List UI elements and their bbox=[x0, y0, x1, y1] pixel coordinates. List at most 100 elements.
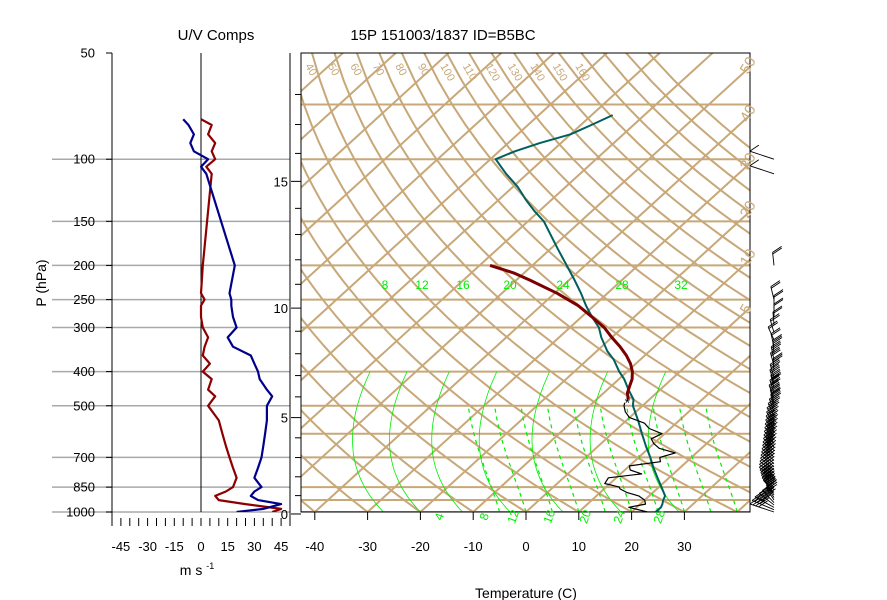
barb-feather bbox=[770, 340, 781, 348]
barb-feather bbox=[749, 144, 760, 152]
isotherm bbox=[578, 354, 750, 512]
wind-barb bbox=[772, 305, 783, 325]
mixing-ratio-line bbox=[431, 371, 463, 512]
pressure-tick-label: 700 bbox=[73, 450, 95, 465]
wind-barb bbox=[772, 352, 783, 372]
barb-feather bbox=[772, 246, 782, 253]
pressure-tick-label: 400 bbox=[73, 364, 95, 379]
profile-dewpoint bbox=[604, 402, 676, 512]
barb-feather bbox=[769, 313, 780, 321]
skewt-chart-title: 15P 151003/1837 ID=B5BC bbox=[350, 27, 535, 44]
pressure-tick-label: 500 bbox=[73, 398, 95, 413]
dry-adiabat-label: 90 bbox=[415, 62, 432, 79]
barb-feather bbox=[771, 373, 782, 381]
barb-feather bbox=[766, 427, 776, 435]
saturated-adiabat bbox=[678, 405, 712, 512]
saturated-adiabat bbox=[705, 405, 738, 512]
barb-feather bbox=[767, 420, 777, 428]
barb-staff bbox=[763, 438, 775, 451]
barb-staff bbox=[769, 379, 775, 394]
dry-adiabat bbox=[355, 53, 750, 443]
barb-staff bbox=[763, 430, 775, 444]
uv-x-unit: m s bbox=[180, 562, 203, 578]
barb-staff bbox=[761, 477, 775, 491]
barb-feather bbox=[772, 337, 783, 344]
pressure-tick-label: 50 bbox=[81, 46, 95, 61]
temperature-tick-label: -10 bbox=[464, 539, 483, 554]
isotherm bbox=[0, 53, 184, 512]
saturated-adiabat-label: 24 bbox=[610, 508, 628, 526]
barb-feather bbox=[758, 500, 768, 508]
barb-staff bbox=[762, 441, 775, 455]
barb-feather bbox=[754, 495, 764, 502]
isotherm bbox=[301, 53, 608, 334]
barb-feather bbox=[766, 424, 777, 431]
dry-adiabat bbox=[400, 53, 750, 395]
barb-feather bbox=[767, 425, 778, 433]
barb-feather bbox=[770, 281, 781, 289]
barb-feather bbox=[773, 297, 784, 305]
skewt-profiles bbox=[489, 114, 676, 512]
barb-staff bbox=[765, 487, 775, 501]
uv-x-axis-label: m s -1 bbox=[180, 561, 214, 578]
wind-barb bbox=[770, 280, 781, 300]
height-tick-label: 15 bbox=[274, 174, 288, 189]
wind-barb bbox=[749, 144, 775, 160]
barb-feather bbox=[765, 434, 776, 442]
barb-staff bbox=[769, 364, 775, 378]
barb-staff bbox=[770, 394, 775, 408]
barb-feather bbox=[770, 386, 781, 394]
barb-feather bbox=[766, 480, 777, 487]
mixing-ratio-label: 20 bbox=[503, 278, 517, 292]
profile-parcel bbox=[489, 263, 634, 400]
barb-feather bbox=[768, 414, 779, 421]
uv-chart-title: U/V Comps bbox=[178, 27, 255, 44]
isotherm bbox=[301, 53, 714, 430]
barb-feather bbox=[767, 416, 777, 424]
uv-x-tick-label: -15 bbox=[165, 539, 184, 554]
barb-staff bbox=[763, 434, 775, 448]
skewt-background-grid bbox=[0, 53, 750, 512]
dry-adiabat-label: 160 bbox=[572, 62, 592, 84]
barb-staff bbox=[765, 484, 775, 498]
temperature-tick-label: -40 bbox=[305, 539, 324, 554]
barb-feather bbox=[773, 355, 783, 363]
barb-staff bbox=[770, 333, 775, 347]
barb-feather bbox=[765, 426, 775, 434]
barb-feather bbox=[766, 431, 776, 439]
pressure-tick-label: 200 bbox=[73, 258, 95, 273]
barb-feather bbox=[770, 359, 780, 367]
barb-feather bbox=[755, 499, 765, 507]
barb-feather bbox=[773, 353, 783, 361]
barb-staff bbox=[758, 493, 775, 506]
barb-feather bbox=[771, 328, 781, 336]
temperature-tick-label: 20 bbox=[624, 539, 638, 554]
uv-y-axis-label: P (hPa) bbox=[33, 259, 49, 306]
dry-adiabat-label: 40 bbox=[302, 62, 319, 79]
temperature-tick-label: -20 bbox=[411, 539, 430, 554]
barb-feather bbox=[769, 400, 779, 407]
wind-barb bbox=[762, 473, 776, 493]
barb-feather bbox=[773, 299, 784, 306]
saturated-adiabat-label: 12 bbox=[504, 508, 522, 526]
wind-barb bbox=[749, 159, 775, 175]
barb-feather bbox=[770, 384, 780, 392]
barb-staff bbox=[772, 252, 775, 266]
isotherm bbox=[683, 450, 750, 512]
pressure-tick-label: 1000 bbox=[66, 505, 95, 520]
mixing-ratio-line bbox=[389, 371, 421, 512]
saturated-adiabat-label: 4 bbox=[432, 511, 448, 522]
pressure-tick-label: 250 bbox=[73, 292, 95, 307]
barb-staff bbox=[769, 389, 775, 403]
isotherm bbox=[301, 65, 750, 478]
saturated-adiabat-label: 16 bbox=[540, 508, 558, 526]
barb-feather bbox=[767, 432, 777, 440]
dry-adiabat bbox=[490, 53, 750, 302]
mixing-ratio-label: 28 bbox=[615, 278, 629, 292]
barb-staff bbox=[762, 479, 775, 493]
barb-feather bbox=[772, 307, 783, 314]
wind-barb bbox=[770, 327, 781, 347]
barb-feather bbox=[768, 404, 778, 412]
wind-barb bbox=[769, 313, 780, 333]
dry-adiabat-label: 80 bbox=[392, 62, 409, 79]
